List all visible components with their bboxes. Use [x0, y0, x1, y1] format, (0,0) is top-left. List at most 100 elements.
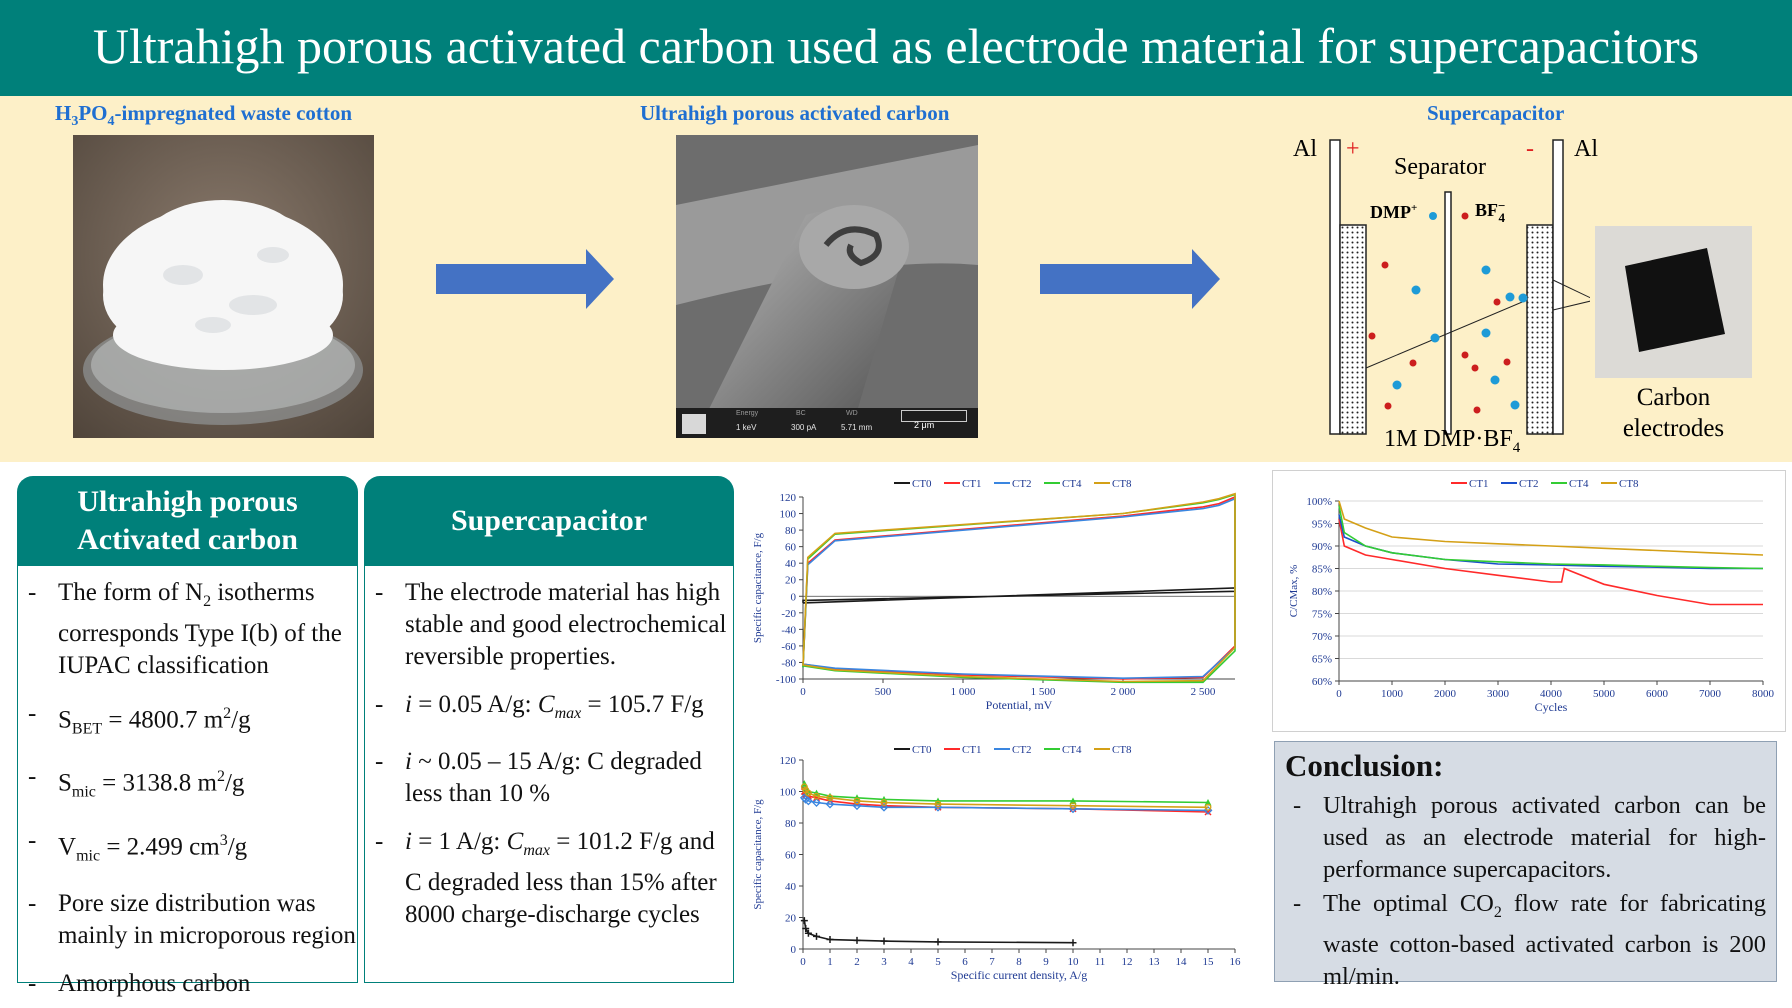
data-point: [813, 792, 820, 800]
cv-chart-container: 0 500 1 000 1 500 2 000 2 500 -100 -80 -60 -40 -20…: [745, 472, 1265, 734]
y-tick-label: 70%: [1312, 631, 1332, 643]
data-point: [804, 789, 812, 797]
x-tick-label: 2: [854, 956, 860, 968]
series-line-ct2: [1338, 514, 1763, 570]
y-tick-label: 60%: [1312, 676, 1332, 688]
x-tick-label: 2000: [1434, 688, 1457, 700]
data-point: [826, 794, 834, 802]
y-tick-label: 120: [780, 492, 797, 504]
y-tick-label: 85%: [1312, 564, 1332, 576]
x-tick-label: 7: [989, 956, 995, 968]
x-tick-label: 500: [875, 686, 892, 698]
n2-isotherm-item: The form of N2 isotherms corresponds Typ…: [18, 577, 357, 682]
stability-item: The electrode material has high stable a…: [365, 577, 733, 673]
poster-title: Ultrahigh porous activated carbon used a…: [92, 18, 1700, 74]
data-point: [813, 932, 820, 940]
data-point: [880, 937, 888, 945]
x-tick-label: 5000: [1593, 688, 1616, 700]
y-tick-label: 80: [785, 818, 797, 830]
carbon-electrodes-label: Carbon electrodes: [1622, 384, 1725, 442]
legend-label: CT4: [1569, 478, 1589, 490]
y-axis-label: Specific capacitance, F/g: [752, 799, 764, 910]
y-tick-label: 100: [780, 787, 797, 799]
y-tick-label: 120: [780, 755, 797, 767]
current-range-item: i ~ 0.05 – 15 A/g: C degraded less than …: [365, 746, 733, 810]
data-point: [1069, 802, 1077, 810]
x-tick-label: 4: [908, 956, 914, 968]
data-point: [1069, 797, 1077, 804]
supercap-cell-illustration: [1329, 139, 1596, 435]
data-point: [1204, 799, 1212, 806]
anion-label: BF −4: [1475, 198, 1506, 225]
x-tick-label: 7000: [1699, 688, 1722, 700]
separator-label: Separator: [1394, 154, 1486, 180]
data-point: [880, 799, 888, 806]
x-tick-label: 14: [1176, 956, 1188, 968]
rate-chart-container: 0 1 2 3 4 5 6 7 8 9 10 11 12 13 14 15 16 0 20 40 60 80 100 120 S…: [745, 738, 1265, 994]
cv-chart: 0 500 1 000 1 500 2 000 2 500 -100 -80 -60 -40 -20…: [752, 478, 1236, 712]
legend-label: CT4: [1062, 478, 1082, 490]
y-tick-label: 0: [791, 944, 797, 956]
data-point: [852, 801, 862, 811]
minus-sign: -: [1526, 136, 1534, 162]
x-tick-label: 8: [1016, 956, 1022, 968]
series-line-ct8: [803, 786, 1209, 809]
sem-value-energy: 1 keV: [736, 423, 757, 432]
x-tick-label: 5: [935, 956, 941, 968]
sem-fiber-illustration: [676, 135, 978, 438]
x-tick-label: 1000: [1381, 688, 1404, 700]
x-tick-label: 8000: [1752, 688, 1775, 700]
y-tick-label: 80%: [1312, 586, 1332, 598]
y-tick-label: 40: [785, 881, 797, 893]
series-line-ct4: [802, 493, 1236, 684]
amorphous-item: Amorphous carbon: [18, 968, 357, 1000]
x-tick-label: 0: [1336, 688, 1342, 700]
conclusion-title: Conclusion:: [1285, 748, 1444, 783]
x-tick-label: 2 000: [1111, 686, 1136, 698]
x-tick-label: 9: [1043, 956, 1049, 968]
series-line-ct8: [802, 492, 1236, 683]
supercap-diagram: Al + - Al Separator DMP+ BF −4 1M DMP·BF4: [1290, 130, 1598, 460]
y-tick-label: 90%: [1312, 541, 1332, 553]
legend-label: CT2: [1012, 478, 1032, 490]
series-line-ct2: [803, 797, 1209, 812]
x-tick-label: 11: [1095, 956, 1106, 968]
rate-chart: 0 1 2 3 4 5 6 7 8 9 10 11 12 13 14 15 16020406080100120S…: [752, 744, 1242, 982]
x-axis-label: Potential, mV: [986, 698, 1053, 712]
x-tick-label: 1 000: [951, 686, 976, 698]
x-tick-label: 3000: [1487, 688, 1510, 700]
x-tick-label: 0: [800, 956, 806, 968]
y-axis-label: C/CMax, %: [1288, 565, 1300, 618]
data-point: [879, 802, 889, 812]
series-line-ct4: [1338, 505, 1764, 570]
pore-size-item: Pore size distribution was mainly in mic…: [18, 888, 357, 952]
electrolyte-label: 1M DMP·BF4: [1384, 426, 1521, 456]
data-point: [803, 796, 813, 806]
sem-value-bc: 300 pA: [791, 423, 817, 432]
legend-label: CT8: [1619, 478, 1639, 490]
y-axis-label: Specific capacitance, F/g: [752, 532, 764, 643]
sem-value-wd: 5.71 mm: [841, 423, 873, 432]
supercap-panel-body: The electrode material has high stable a…: [364, 565, 734, 983]
data-point: [1204, 803, 1212, 811]
data-point: [826, 936, 834, 944]
x-tick-label: 15: [1203, 956, 1215, 968]
y-tick-label: -100: [776, 674, 797, 686]
x-tick-label: 2 500: [1191, 686, 1216, 698]
x-tick-label: 3: [881, 956, 887, 968]
y-tick-label: -60: [781, 641, 796, 653]
x-tick-label: 16: [1230, 956, 1242, 968]
smic-item: Smic = 3138.8 m2/g: [18, 761, 357, 808]
data-point: [825, 799, 835, 809]
y-tick-label: 80: [785, 525, 797, 537]
x-tick-label: 0: [800, 686, 806, 698]
x-tick-label: 6000: [1646, 688, 1669, 700]
x-tick-label: 1: [827, 956, 833, 968]
legend-label: CT2: [1519, 478, 1539, 490]
sem-caption: Ultrahigh porous activated carbon: [640, 101, 950, 125]
sbet-item: SBET = 4800.7 m2/g: [18, 698, 357, 745]
cotton-photo-illustration: [73, 135, 374, 438]
data-point: [804, 929, 812, 937]
data-point: [934, 800, 942, 808]
y-tick-label: 95%: [1312, 519, 1332, 531]
